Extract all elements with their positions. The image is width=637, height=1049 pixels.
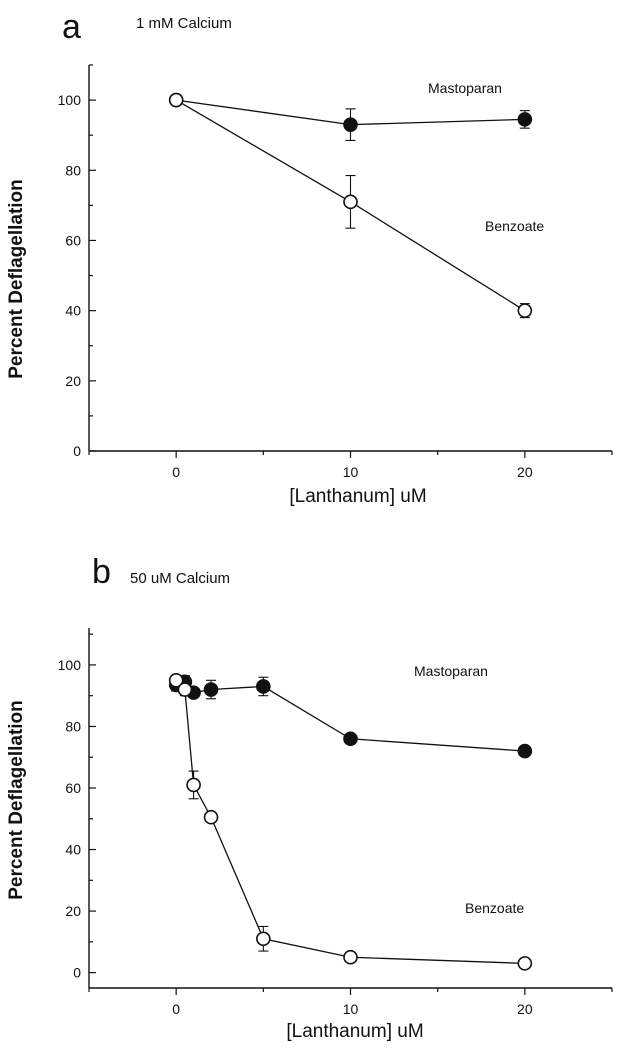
panel-b-mastoparan-label: Mastoparan [414, 663, 488, 679]
panel-b-benzoate-point [256, 931, 271, 947]
panel-b-subtitle: 50 uM Calcium [130, 570, 230, 587]
panel-b-mastoparan-point [256, 679, 271, 694]
panel-b-ytick-label: 80 [65, 718, 81, 734]
panel-b-ytick-label: 20 [65, 903, 81, 919]
panel-a-xtick-label: 10 [343, 464, 359, 480]
panel-b-ytick-label: 0 [73, 965, 81, 981]
panel-a: a 1 mM Calcium [Lanthanum] uM Percent De… [6, 8, 613, 507]
panel-b-xtick-label: 20 [517, 1001, 533, 1017]
panel-a-ytick-label: 60 [65, 232, 81, 248]
panel-b-mastoparan-point [203, 682, 219, 697]
panel-b-benzoate-label: Benzoate [465, 900, 524, 916]
panel-a-benzoate-label: Benzoate [485, 218, 544, 234]
panel-b-ytick-label: 40 [65, 842, 81, 858]
panel-a-xlabel: [Lanthanum] uM [289, 486, 426, 507]
panel-b-mastoparan-point [517, 743, 533, 759]
panel-b: b 50 uM Calcium [Lanthanum] uM Percent D… [6, 553, 613, 1042]
panel-b-benzoate-point [177, 682, 193, 697]
panel-a-benzoate-point [168, 92, 184, 108]
panel-b-benzoate-line [175, 679, 525, 965]
panel-a-ytick-label: 0 [73, 443, 81, 459]
panel-a-mastoparan-label: Mastoparan [428, 80, 502, 96]
panel-b-ytick-label: 60 [65, 780, 81, 796]
panel-a-benzoate-point [343, 194, 358, 210]
panel-b-xtick-label: 0 [172, 1001, 180, 1017]
panel-a-benzoate-point [517, 303, 533, 318]
panel-a-ytick-label: 80 [65, 162, 81, 178]
panel-b-benzoate-point [343, 949, 358, 965]
panel-b-ylabel: Percent Deflagellation [6, 700, 27, 900]
panel-b-benzoate-point [168, 673, 184, 688]
panel-b-ytick-label: 100 [58, 657, 82, 673]
panel-a-mastoparan-point [343, 117, 358, 132]
panel-b-xlabel: [Lanthanum] uM [286, 1021, 423, 1042]
panel-b-benzoate-point [186, 777, 201, 793]
panel-b-xtick-label: 10 [343, 1001, 359, 1017]
panel-b-mastoparan-point [343, 731, 358, 747]
panel-a-subtitle: 1 mM Calcium [136, 15, 232, 32]
panel-b-benzoate-point [203, 809, 219, 825]
panel-letter-a: a [62, 8, 81, 46]
panel-a-mastoparan-point [517, 112, 533, 127]
panel-a-ytick-label: 40 [65, 303, 81, 319]
panel-a-xtick-label: 0 [172, 464, 180, 480]
panel-a-ytick-label: 100 [58, 92, 82, 108]
panel-letter-b: b [92, 553, 111, 591]
panel-a-ylabel: Percent Deflagellation [6, 179, 27, 379]
panel-b-benzoate-point [517, 956, 533, 971]
panel-a-xtick-label: 20 [517, 464, 533, 480]
panel-a-ytick-label: 20 [65, 373, 81, 389]
